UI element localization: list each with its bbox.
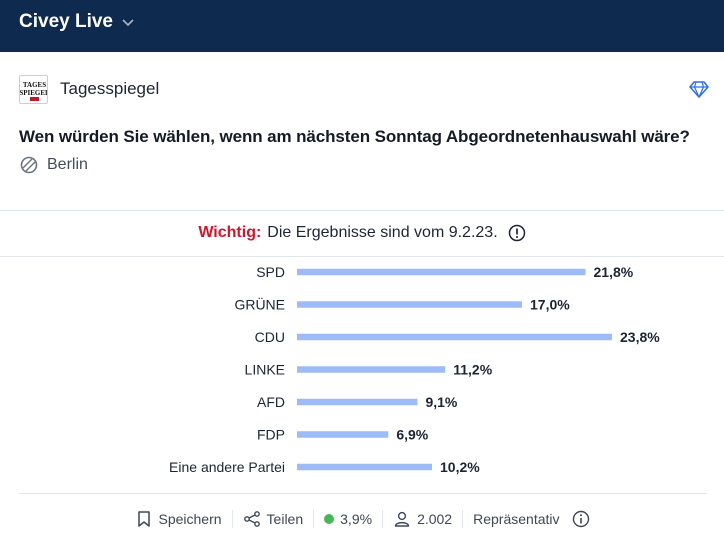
diamond-icon[interactable] xyxy=(689,79,709,99)
representative-info[interactable]: Repräsentativ xyxy=(463,510,599,528)
bar xyxy=(297,463,432,471)
divider xyxy=(0,256,724,257)
error-margin-value: 3,9% xyxy=(340,511,373,527)
separator xyxy=(231,510,233,528)
bar xyxy=(297,301,522,308)
save-button[interactable]: Speichern xyxy=(125,510,232,528)
category-label: FDP xyxy=(257,427,285,443)
footer-divider xyxy=(19,493,707,494)
app-title: Civey Live xyxy=(19,11,113,32)
value-label: 9,1% xyxy=(425,394,457,410)
separator xyxy=(313,510,315,528)
app-title-menu[interactable]: Civey Live xyxy=(19,11,135,33)
publisher-logo: TAGES SPIEGEL xyxy=(19,75,48,104)
info-icon[interactable] xyxy=(508,224,526,242)
category-label: GRÜNE xyxy=(234,296,285,313)
category-label: AFD xyxy=(257,394,285,410)
bar xyxy=(297,398,418,406)
info-icon xyxy=(572,510,589,528)
representative-label: Repräsentativ xyxy=(473,511,560,527)
region-label: Berlin xyxy=(47,156,88,173)
top-bar: Civey Live xyxy=(0,0,724,52)
category-label: CDU xyxy=(255,329,285,345)
share-icon xyxy=(243,511,260,527)
share-label: Teilen xyxy=(266,511,304,527)
publisher-name: Tagesspiegel xyxy=(60,79,160,98)
results-notice: Wichtig: Die Ergebnisse sind vom 9.2.23. xyxy=(0,224,724,242)
notice-text: Die Ergebnisse sind vom 9.2.23. xyxy=(267,224,498,241)
value-label: 21,8% xyxy=(594,264,634,280)
category-label: Eine andere Partei xyxy=(169,459,285,475)
separator xyxy=(382,510,384,528)
bar xyxy=(297,268,586,276)
save-label: Speichern xyxy=(158,511,222,527)
participants[interactable]: 2.002 xyxy=(383,510,462,528)
error-margin[interactable]: 3,9% xyxy=(314,511,382,527)
participants-value: 2.002 xyxy=(417,511,453,527)
bar xyxy=(297,366,446,373)
bar xyxy=(297,431,389,438)
separator xyxy=(462,510,464,528)
poll-question: Wen würden Sie wählen, wenn am nächsten … xyxy=(19,127,690,146)
chevron-down-icon xyxy=(122,19,134,27)
share-button[interactable]: Teilen xyxy=(233,510,314,528)
bookmark-icon xyxy=(137,511,150,527)
value-label: 11,2% xyxy=(453,362,492,378)
category-label: LINKE xyxy=(245,362,285,378)
divider xyxy=(0,210,724,211)
region-icon xyxy=(20,156,38,174)
category-label: SPD xyxy=(256,264,285,280)
bar xyxy=(297,333,612,341)
value-label: 17,0% xyxy=(530,297,570,313)
user-icon xyxy=(394,511,410,527)
poll-region: Berlin xyxy=(19,155,88,175)
status-dot-icon xyxy=(324,514,335,524)
value-label: 23,8% xyxy=(620,329,660,345)
poll-footer: Speichern Teilen 3,9% 2.002 Repräsentati… xyxy=(0,505,724,533)
value-label: 6,9% xyxy=(396,427,428,443)
svg-text:TAGES: TAGES xyxy=(23,81,46,89)
svg-text:SPIEGEL: SPIEGEL xyxy=(20,89,48,97)
value-label: 10,2% xyxy=(440,459,480,475)
notice-label: Wichtig: xyxy=(198,224,262,241)
results-bar-chart: SPD 21,8% GRÜNE 17,0% CDU 23,8% LINKE 11,2% AFD 9… xyxy=(169,264,660,475)
